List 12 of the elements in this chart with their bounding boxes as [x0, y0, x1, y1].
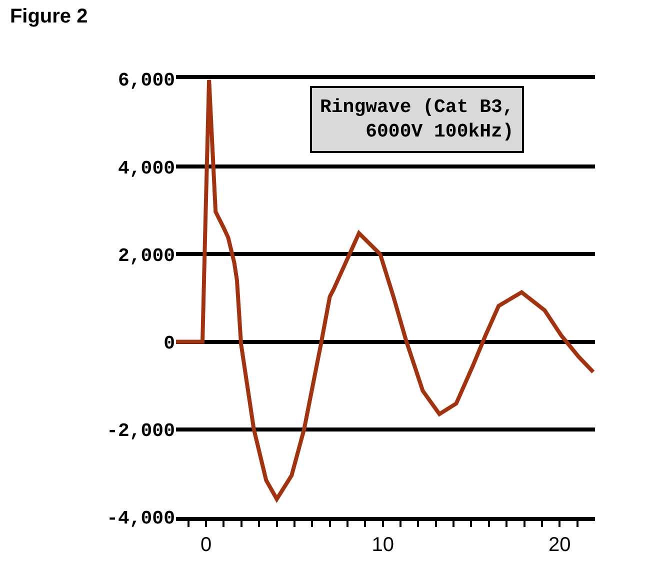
y-tick-label: 2,000 — [118, 244, 175, 267]
y-tick-label: -4,000 — [106, 508, 175, 530]
x-tick-label: 0 — [200, 534, 212, 556]
x-tick-label: 20 — [548, 534, 571, 556]
chart-title: Figure 2 — [10, 6, 88, 28]
y-tick-label: 6,000 — [118, 70, 175, 92]
y-tick-label: 4,000 — [118, 157, 175, 180]
y-tick-label: -2,000 — [106, 420, 175, 442]
annotation: Ringwave (Cat B3, 6000V 100kHz) — [320, 96, 514, 143]
y-tick-label: 0 — [164, 332, 175, 354]
x-tick-label: 10 — [372, 534, 394, 556]
line-series — [176, 79, 595, 502]
